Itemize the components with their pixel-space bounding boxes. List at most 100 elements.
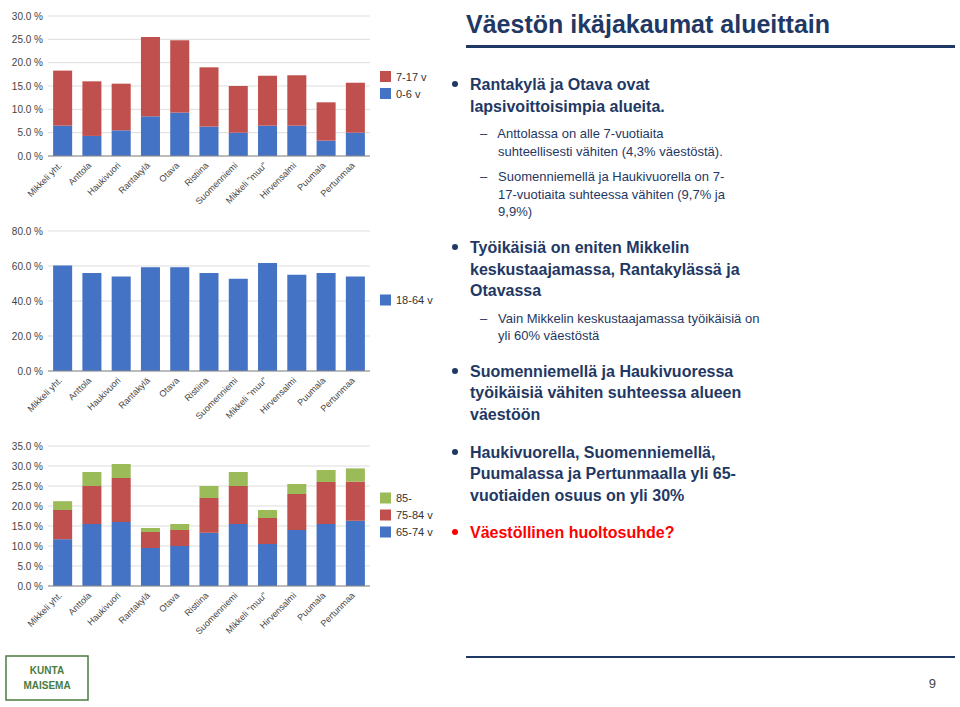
bar (170, 267, 189, 371)
logo: KUNTAMAISEMA (6, 656, 88, 700)
y-tick-label: 40.0 % (12, 296, 43, 307)
bars (53, 263, 365, 371)
x-tick-label: Hirvensalmi (258, 590, 298, 630)
annotation: Väestöllinen huoltosuhde? (470, 522, 952, 544)
logo-box (6, 656, 88, 700)
bar (229, 524, 248, 586)
y-tick-label: 60.0 % (12, 261, 43, 272)
x-tick-label: Pertunmaa (319, 160, 357, 198)
bar (346, 133, 365, 156)
x-tick-label: Rantakylä (116, 590, 151, 625)
grid-line (48, 586, 370, 587)
x-axis-line (48, 156, 370, 157)
y-tick-label: 0.0 % (17, 151, 43, 162)
page-title: Väestön ikäjakaumat alueittain (466, 10, 830, 39)
y-tick-label: 25.0 % (12, 34, 43, 45)
grid-line (48, 446, 370, 447)
x-tick-label: Anttola (66, 375, 93, 402)
grid-line (48, 371, 370, 372)
bar-chart: 0.0 %20.0 %40.0 %60.0 %80.0 %Mikkeli yht… (12, 226, 433, 422)
grid-line (48, 62, 370, 63)
bullet-dot (452, 81, 458, 87)
legend-swatch (380, 510, 391, 521)
y-tick-label: 30.0 % (12, 461, 43, 472)
grid-line (48, 231, 370, 232)
bar (112, 84, 131, 131)
bar-chart: 0.0 %5.0 %10.0 %15.0 %20.0 %25.0 %30.0 %… (12, 11, 427, 207)
bullet-dot (452, 244, 458, 250)
footer-rule (466, 656, 955, 658)
bar (287, 275, 306, 371)
x-tick-label: Pertunmaa (319, 375, 357, 413)
y-tick-label: 10.0 % (12, 541, 43, 552)
grid-line (48, 16, 370, 17)
annotation: – Anttolassa on alle 7-vuotiaita suhteel… (480, 125, 952, 160)
y-tick-label: 80.0 % (12, 226, 43, 237)
bar (141, 528, 160, 532)
bar (199, 67, 218, 126)
annotation: Haukivuorella, Suomenniemellä, Puumalass… (470, 442, 952, 507)
bar (346, 482, 365, 521)
x-tick-label: Hirvensalmi (258, 375, 298, 415)
x-tick-label: Ristiina (182, 590, 210, 618)
bar (287, 75, 306, 125)
annotation: – Suomenniemellä ja Haukivuorella on 7- … (480, 168, 952, 221)
y-tick-label: 0.0 % (17, 581, 43, 592)
y-tick-label: 15.0 % (12, 521, 43, 532)
bar (141, 37, 160, 116)
legend-swatch (380, 527, 391, 538)
bar (170, 530, 189, 546)
bar (287, 494, 306, 530)
bar (82, 524, 101, 586)
y-tick-label: 10.0 % (12, 104, 43, 115)
logo-text: KUNTA (30, 665, 64, 676)
bar (346, 468, 365, 481)
bar (317, 102, 336, 140)
bar (112, 478, 131, 522)
x-tick-label: Hirvensalmi (258, 160, 298, 200)
legend: 7-17 v0-6 v (380, 71, 427, 100)
x-tick-label: Ristiina (182, 160, 210, 188)
bar-chart: 0.0 %5.0 %10.0 %15.0 %20.0 %25.0 %30.0 %… (12, 441, 433, 637)
bar (346, 521, 365, 586)
bar (229, 486, 248, 524)
bar (170, 524, 189, 530)
bar (287, 484, 306, 494)
legend-label: 0-6 v (396, 88, 421, 100)
bar (82, 486, 101, 524)
bars (53, 464, 365, 586)
legend-swatch (380, 71, 391, 82)
bar (258, 126, 277, 156)
bar (82, 136, 101, 156)
legend-swatch (380, 493, 391, 504)
bar (199, 273, 218, 371)
annotation: Työikäisiä on eniten Mikkelin keskustaaj… (470, 237, 952, 302)
bar (141, 548, 160, 586)
sub-bullet: – Vain Mikkelin keskustaajamassa työikäi… (452, 310, 952, 345)
bullet-dot (452, 449, 458, 455)
bar (112, 522, 131, 586)
legend-swatch (380, 295, 391, 306)
y-tick-label: 5.0 % (17, 561, 43, 572)
bar (317, 482, 336, 524)
bar (346, 83, 365, 133)
bar (170, 546, 189, 586)
bar (346, 277, 365, 372)
x-tick-label: Mikkeli yht. (26, 160, 65, 199)
bar (141, 532, 160, 548)
x-tick-label: Anttola (66, 160, 93, 187)
bullet-point: Rantakylä ja Otava ovat lapsivoittoisimp… (452, 74, 952, 117)
x-tick-label: Otava (157, 375, 181, 399)
text-panel: Rantakylä ja Otava ovat lapsivoittoisimp… (452, 74, 952, 544)
legend: 85-75-84 v65-74 v (380, 492, 433, 538)
bar (53, 126, 72, 156)
bar (199, 498, 218, 533)
bar (258, 263, 277, 371)
legend-label: 18-64 v (396, 294, 433, 306)
x-tick-label: Ristiina (182, 375, 210, 403)
y-tick-label: 20.0 % (12, 331, 43, 342)
bar (82, 81, 101, 136)
page-number: 9 (929, 676, 936, 691)
bar (199, 533, 218, 586)
grid-line (48, 466, 370, 467)
